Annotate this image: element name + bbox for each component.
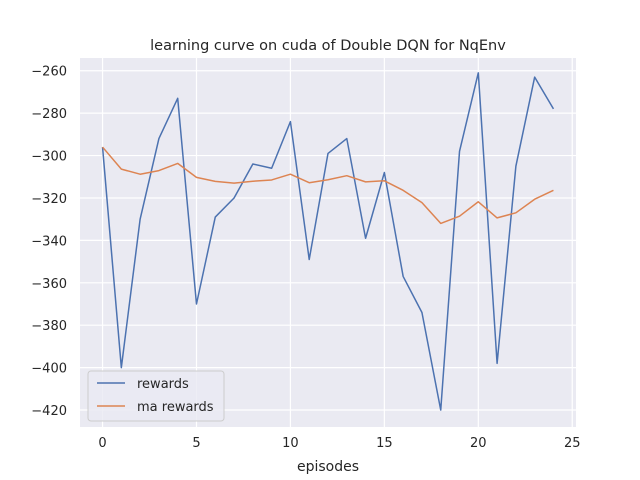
y-tick-labels: −420 −400 −380 −360 −340 −320 −300 −280 −260 xyxy=(31,65,67,419)
x-tick-label: 20 xyxy=(470,436,487,451)
y-tick-label: −340 xyxy=(31,234,67,249)
series-line-rewards xyxy=(101,72,555,411)
x-tick-label: 10 xyxy=(282,436,299,451)
x-tick-label: 25 xyxy=(564,436,581,451)
y-tick-label: −400 xyxy=(31,362,67,377)
y-tick-label: −260 xyxy=(31,65,67,80)
plot-background xyxy=(80,58,576,427)
y-tick-label: −360 xyxy=(31,277,67,292)
chart-title: learning curve on cuda of Double DQN for… xyxy=(150,38,506,54)
x-tick-label: 15 xyxy=(376,436,393,451)
legend: rewards ma rewards xyxy=(87,370,225,422)
x-tick-label: 0 xyxy=(98,436,106,451)
series-layer xyxy=(101,72,555,411)
legend-label-rewards: rewards xyxy=(137,377,189,392)
series-line-ma-rewards xyxy=(101,146,554,225)
x-axis-label: episodes xyxy=(297,459,359,475)
y-tick-label: −300 xyxy=(31,150,67,165)
gridlines xyxy=(80,58,576,427)
y-tick-label: −380 xyxy=(31,319,67,334)
x-tick-labels: 0 5 10 15 20 25 xyxy=(98,436,580,451)
y-tick-label: −320 xyxy=(31,192,67,207)
y-tick-label: −280 xyxy=(31,107,67,122)
x-tick-label: 5 xyxy=(192,436,200,451)
y-tick-label: −420 xyxy=(31,404,67,419)
legend-label-ma-rewards: ma rewards xyxy=(137,400,214,415)
